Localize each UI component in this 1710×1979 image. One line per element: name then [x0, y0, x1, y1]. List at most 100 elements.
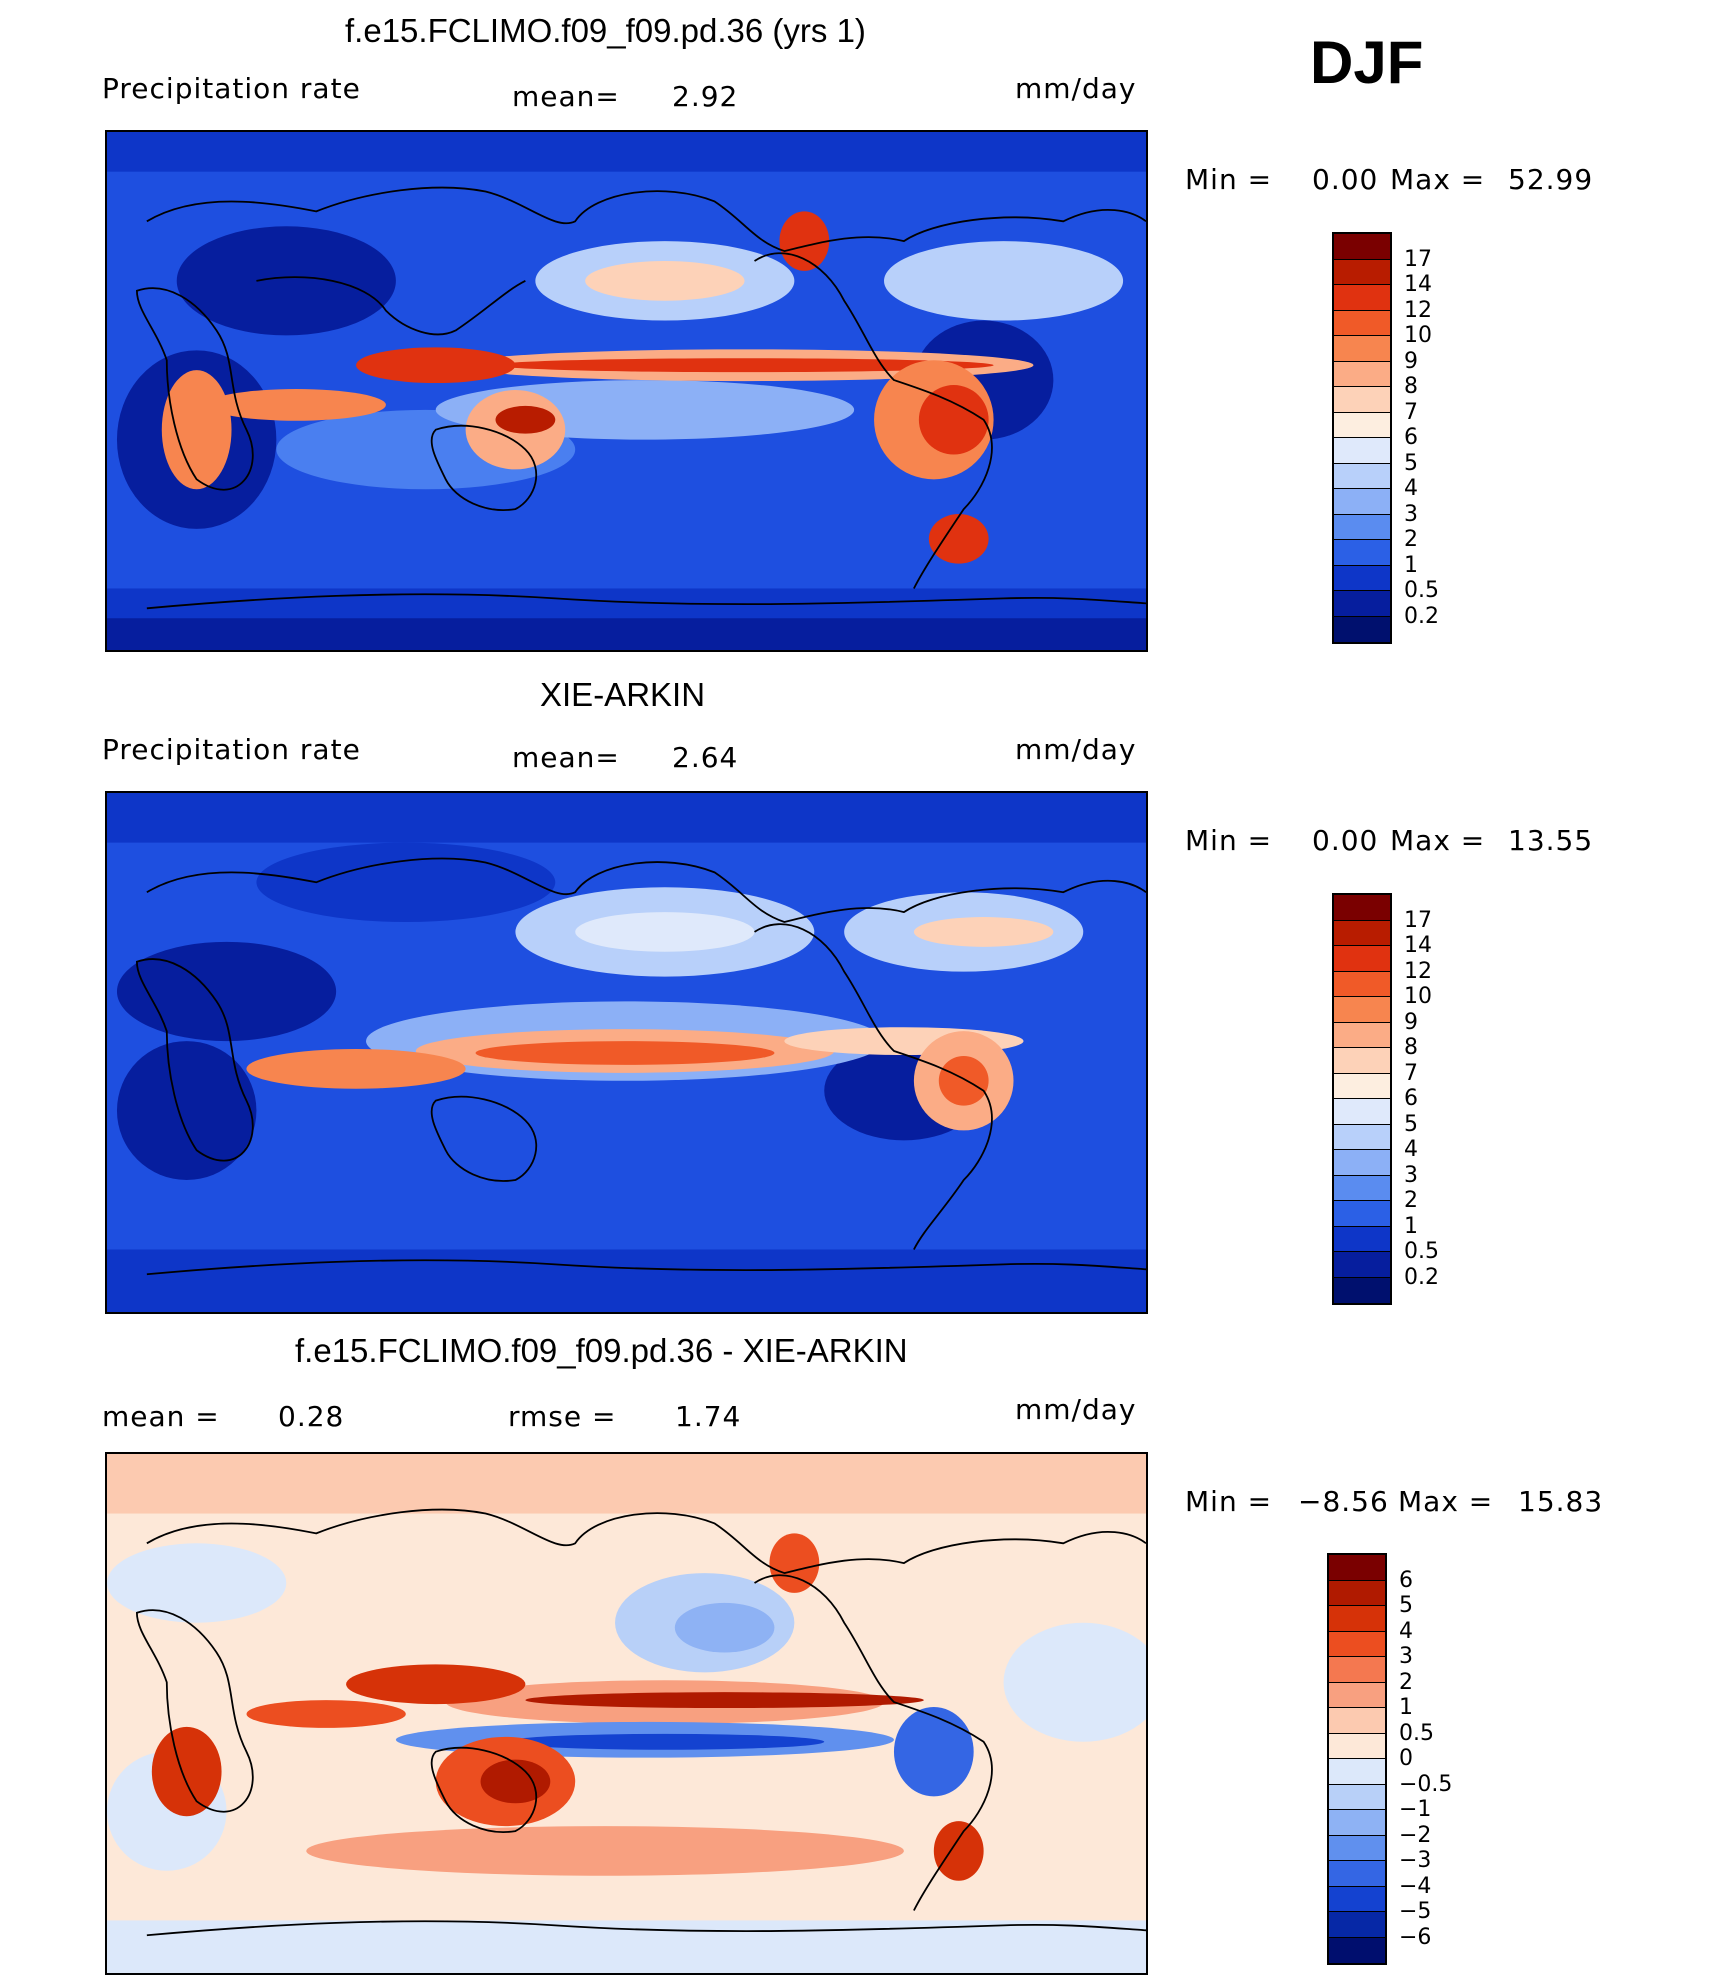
colorbar-tick-label: 7	[1404, 399, 1418, 425]
panel2-min-value: 0.00	[1312, 824, 1379, 857]
colorbar-tick-label: 3	[1399, 1644, 1413, 1669]
colorbar-segment	[1334, 1201, 1390, 1227]
colorbar-tick-label: 12	[1404, 297, 1432, 323]
panel1-map	[105, 130, 1148, 652]
colorbar-tick-label: −2	[1399, 1822, 1432, 1848]
colorbar-tick-label: 9	[1404, 1009, 1418, 1035]
panel1-min-label: Min =	[1185, 163, 1273, 196]
colorbar-tick-label: 0.2	[1404, 1264, 1439, 1290]
colorbar-segment	[1329, 1733, 1385, 1759]
colorbar-tick-label: 6	[1404, 425, 1418, 450]
colorbar-segment	[1334, 234, 1390, 260]
colorbar-tick-label: 0.5	[1404, 578, 1439, 603]
colorbar-tick-label: 3	[1404, 1162, 1418, 1188]
colorbar-segment	[1334, 591, 1390, 617]
colorbar-tick-label: 5	[1399, 1593, 1413, 1618]
colorbar-segment	[1334, 1150, 1390, 1176]
colorbar-tick-label: 1	[1404, 1213, 1418, 1239]
colorbar-tick-label: 2	[1399, 1669, 1413, 1695]
colorbar-segment	[1334, 1226, 1390, 1252]
panel2-mean-value: 2.64	[672, 741, 739, 774]
colorbar-segment	[1334, 1099, 1390, 1125]
colorbar-tick-label: 9	[1404, 348, 1418, 374]
colorbar-segment	[1334, 1124, 1390, 1150]
panel2-units: mm/day	[1015, 733, 1137, 766]
colorbar-segment	[1334, 259, 1390, 285]
panel3-mean-value: 0.28	[278, 1400, 345, 1433]
colorbar-segment	[1334, 310, 1390, 336]
colorbar-segment	[1329, 1682, 1385, 1708]
panel1-units: mm/day	[1015, 72, 1137, 105]
colorbar-segment	[1329, 1886, 1385, 1912]
colorbar-segment	[1329, 1810, 1385, 1836]
panel2-title: XIE-ARKIN	[540, 676, 706, 713]
colorbar-segment	[1334, 920, 1390, 946]
colorbar-segment	[1334, 1175, 1390, 1201]
colorbar-tick-label: −1	[1399, 1797, 1432, 1822]
colorbar-tick-label: 4	[1404, 476, 1418, 501]
colorbar-segment	[1334, 540, 1390, 566]
season-label: DJF	[1310, 29, 1424, 96]
panel2-min-label: Min =	[1185, 824, 1273, 857]
panel1-min-value: 0.00	[1312, 163, 1379, 196]
colorbar-segment	[1334, 438, 1390, 464]
panel1-variable-label: Precipitation rate	[102, 72, 361, 105]
panel3-rmse-value: 1.74	[675, 1400, 742, 1433]
panel3-max-label: Max =	[1398, 1485, 1494, 1518]
panel2-max-label: Max =	[1390, 824, 1486, 857]
panel3-title: f.e15.FCLIMO.f09_f09.pd.36 - XIE-ARKIN	[295, 1332, 908, 1369]
colorbar-tick-label: 14	[1404, 933, 1432, 958]
colorbar-segment	[1334, 1022, 1390, 1048]
colorbar-segment	[1334, 463, 1390, 489]
colorbar-tick-label: 2	[1404, 527, 1418, 552]
colorbar-segment	[1329, 1835, 1385, 1861]
colorbar-tick-label: −3	[1399, 1848, 1432, 1873]
colorbar-tick-label: −0.5	[1399, 1771, 1453, 1797]
colorbar-tick-label: 0.2	[1404, 603, 1439, 629]
colorbar-tick-label: 3	[1404, 501, 1418, 527]
colorbar-segment	[1334, 616, 1390, 642]
colorbar-segment	[1334, 997, 1390, 1023]
colorbar-segment	[1334, 1048, 1390, 1074]
colorbar-tick-label: 6	[1404, 1086, 1418, 1111]
panel3-min-value: −8.56	[1298, 1485, 1389, 1518]
panel1-mean-value: 2.92	[672, 80, 739, 113]
colorbar-tick-label: 0.5	[1399, 1720, 1434, 1746]
colorbar-tick-label: 10	[1404, 984, 1432, 1009]
colorbar-tick-label: 2	[1404, 1188, 1418, 1213]
panel1-map-field	[107, 132, 1146, 650]
panel2-colorbar	[1332, 893, 1392, 1305]
colorbar-tick-label: 5	[1404, 450, 1418, 476]
colorbar-tick-label: 7	[1404, 1060, 1418, 1086]
colorbar-segment	[1334, 565, 1390, 591]
colorbar-tick-label: 1	[1404, 552, 1418, 578]
colorbar-tick-label: 8	[1404, 1035, 1418, 1060]
colorbar-segment	[1334, 1252, 1390, 1278]
colorbar-tick-label: 4	[1399, 1618, 1413, 1644]
colorbar-tick-label: −5	[1399, 1899, 1432, 1924]
colorbar-segment	[1334, 285, 1390, 311]
panel3-rmse-label: rmse =	[508, 1400, 617, 1433]
panel1-title: f.e15.FCLIMO.f09_f09.pd.36 (yrs 1)	[345, 12, 866, 49]
colorbar-tick-label: 14	[1404, 272, 1432, 297]
colorbar-tick-label: 8	[1404, 374, 1418, 399]
colorbar-segment	[1329, 1912, 1385, 1938]
colorbar-segment	[1329, 1631, 1385, 1657]
colorbar-tick-label: 4	[1404, 1137, 1418, 1162]
colorbar-segment	[1329, 1708, 1385, 1734]
colorbar-segment	[1329, 1555, 1385, 1581]
colorbar-segment	[1334, 946, 1390, 972]
panel2-variable-label: Precipitation rate	[102, 733, 361, 766]
colorbar-segment	[1334, 895, 1390, 921]
panel3-min-label: Min =	[1185, 1485, 1273, 1518]
colorbar-tick-label: 0.5	[1404, 1239, 1439, 1264]
colorbar-tick-label: 5	[1404, 1111, 1418, 1137]
colorbar-segment	[1334, 336, 1390, 362]
panel2-map-field	[107, 793, 1146, 1312]
colorbar-segment	[1334, 971, 1390, 997]
colorbar-segment	[1329, 1861, 1385, 1887]
colorbar-tick-label: 12	[1404, 958, 1432, 984]
colorbar-tick-label: 17	[1404, 246, 1432, 272]
colorbar-tick-label: 6	[1399, 1567, 1413, 1593]
panel3-units: mm/day	[1015, 1393, 1137, 1426]
